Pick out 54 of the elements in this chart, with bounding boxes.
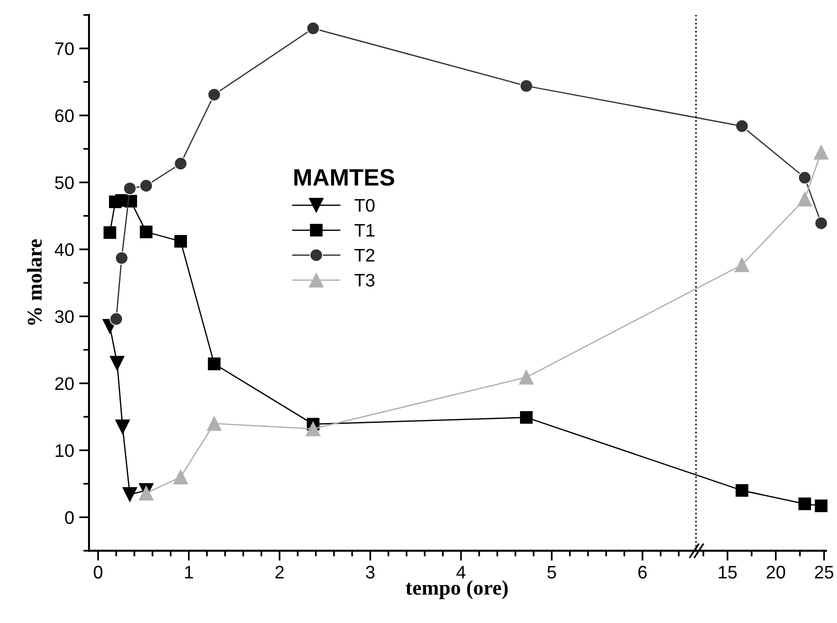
point — [520, 411, 533, 424]
x-tick-label: 25 — [814, 566, 834, 579]
point — [139, 179, 153, 192]
point — [306, 421, 320, 436]
point — [173, 470, 188, 484]
point — [174, 156, 188, 170]
point — [110, 312, 123, 326]
point — [174, 234, 187, 248]
x-tick-label: 2 — [275, 566, 284, 578]
point — [140, 226, 152, 238]
point — [114, 251, 128, 265]
point — [814, 500, 828, 512]
point — [122, 487, 138, 502]
legend-label: T2 — [354, 248, 374, 262]
y-tick-label: 0 — [65, 511, 74, 524]
legend-label: T3 — [354, 274, 374, 287]
y-tick-label: 50 — [55, 176, 74, 190]
legend-label: T1 — [354, 224, 374, 237]
point — [735, 119, 749, 133]
legend-title: MAMTES — [294, 168, 394, 186]
point — [110, 356, 124, 371]
y-tick-label: 20 — [55, 377, 74, 390]
point — [520, 79, 533, 93]
point — [814, 144, 829, 160]
x-tick-label: 0 — [94, 566, 102, 579]
y-tick-label: 30 — [55, 310, 74, 324]
point — [814, 216, 828, 230]
point — [123, 182, 136, 196]
x-tick-label: 4 — [456, 566, 466, 578]
x-tick-label: 20 — [766, 566, 786, 579]
x-tick-label: 15 — [718, 566, 737, 579]
legend-label: T0 — [354, 198, 375, 212]
x-tick-label: 6 — [638, 566, 647, 579]
y-tick-label: 70 — [55, 42, 74, 56]
point — [736, 484, 748, 497]
point — [208, 358, 221, 370]
point — [518, 370, 534, 385]
y-tick-label: 60 — [55, 109, 74, 122]
point — [104, 226, 116, 239]
y-tick-label: 40 — [54, 243, 74, 256]
x-tick-label: 3 — [366, 566, 374, 579]
x-tick-label: 5 — [547, 566, 556, 579]
y-axis-title: % molare — [27, 239, 42, 325]
y-tick-label: 10 — [56, 444, 74, 457]
point — [798, 498, 812, 510]
point — [734, 257, 750, 272]
point — [306, 22, 320, 36]
x-axis-title: tempo (ore) — [406, 580, 508, 600]
point — [208, 88, 221, 102]
point — [797, 192, 812, 206]
point — [115, 419, 130, 434]
point — [798, 171, 812, 184]
point — [206, 416, 222, 431]
x-tick-label: 1 — [185, 566, 193, 578]
